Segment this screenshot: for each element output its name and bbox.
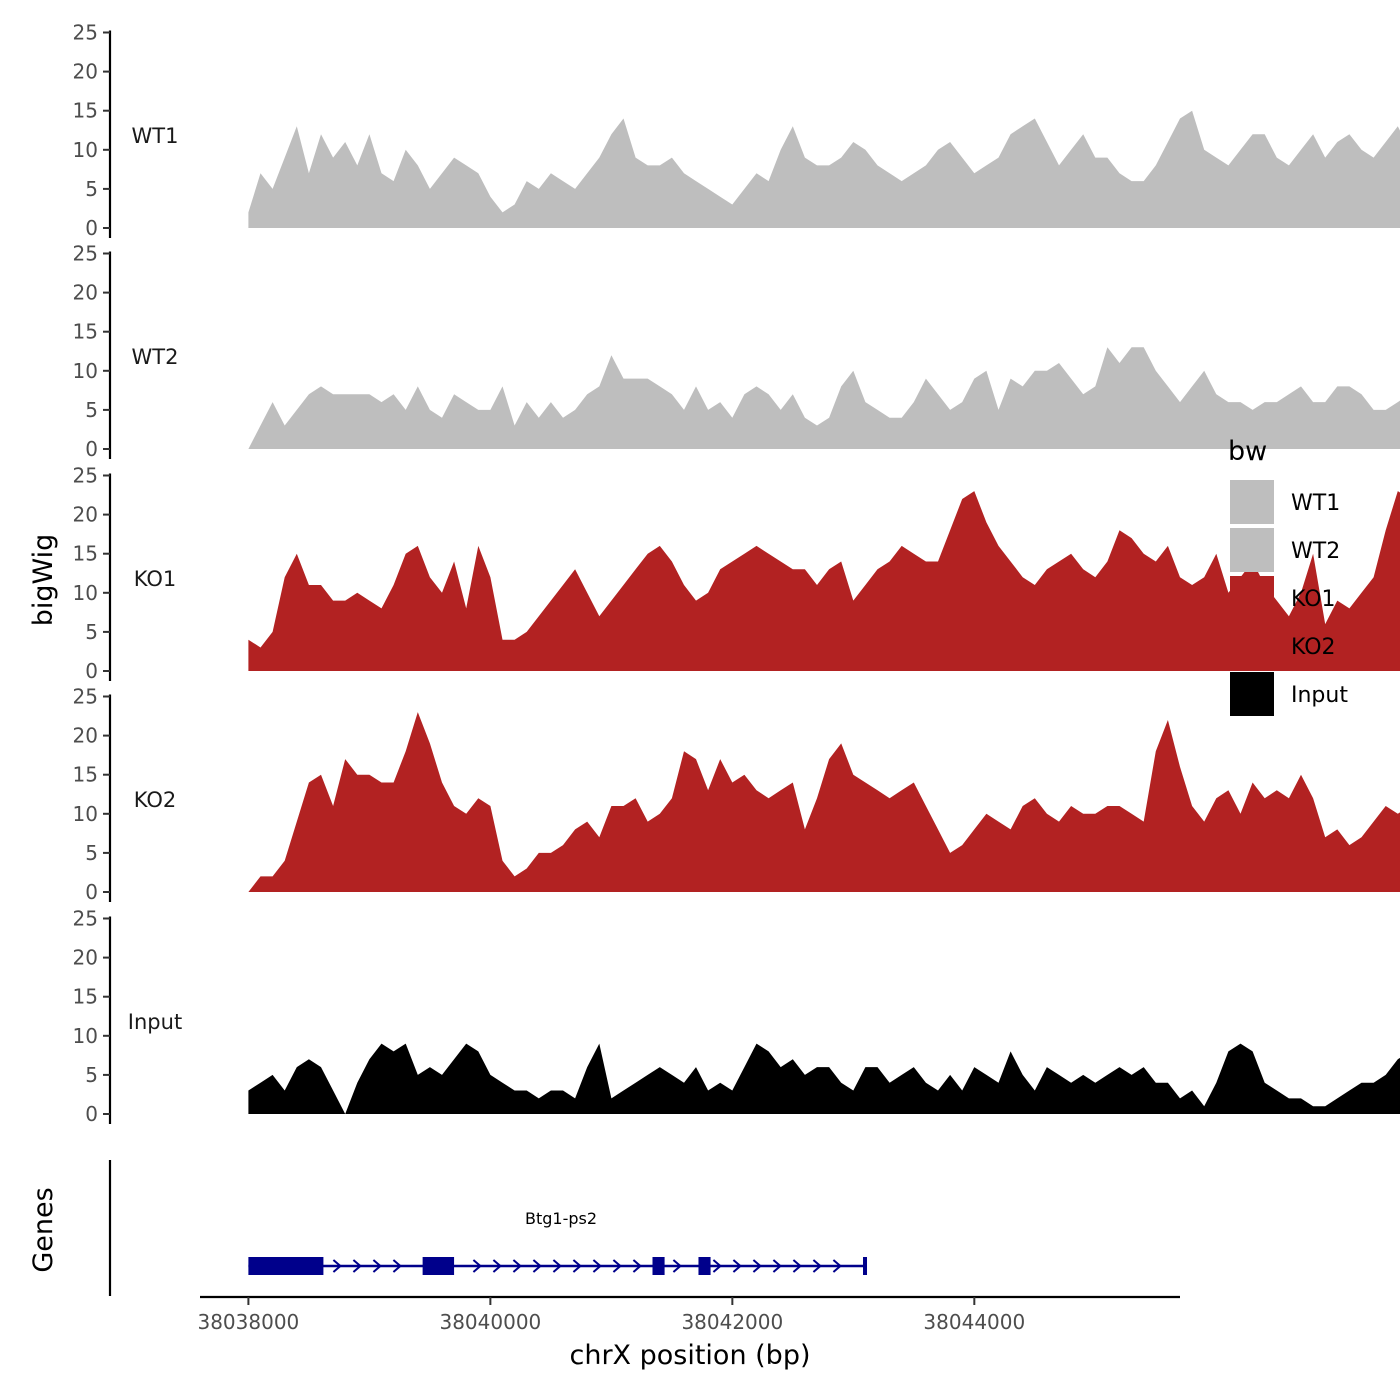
y-tick-label: 0 xyxy=(85,437,98,461)
strand-arrow xyxy=(792,1259,802,1273)
y-tick-label: 15 xyxy=(73,763,98,787)
strand-arrow xyxy=(632,1259,642,1273)
x-tick-label: 38042000 xyxy=(681,1310,783,1334)
track-label: KO2 xyxy=(134,788,177,812)
strand-arrow xyxy=(492,1259,502,1273)
y-tick-label: 25 xyxy=(73,464,98,488)
strand-arrow xyxy=(552,1259,562,1273)
strand-arrow xyxy=(572,1259,582,1273)
legend-swatch-wt1 xyxy=(1230,480,1274,524)
strand-arrow xyxy=(472,1259,482,1273)
y-tick-label: 5 xyxy=(85,398,98,422)
genes-axis-title: Genes xyxy=(28,1187,59,1272)
y-tick-label: 20 xyxy=(73,60,98,84)
track-label: WT2 xyxy=(132,345,179,369)
y-tick-label: 25 xyxy=(73,907,98,931)
legend-swatch-wt2 xyxy=(1230,528,1274,572)
y-tick-label: 10 xyxy=(73,1024,98,1048)
strand-arrow xyxy=(332,1259,342,1273)
legend-title: bw xyxy=(1228,436,1267,467)
strand-arrow xyxy=(512,1259,522,1273)
legend-label-input: Input xyxy=(1291,683,1348,708)
track-input: 0 5 10 15 20 25 Input xyxy=(73,907,1400,1126)
track-ko2: 0 5 10 15 20 25 KO2 xyxy=(73,685,1400,904)
y-tick-label: 15 xyxy=(73,542,98,566)
y-tick-label: 5 xyxy=(85,620,98,644)
track-label: WT1 xyxy=(132,124,179,148)
y-tick-label: 25 xyxy=(73,685,98,709)
signal-tracks: 0510152025WT10510152025WT20510152025KO10… xyxy=(73,21,1400,1126)
track-ko1: 0 5 10 15 20 25 KO1 xyxy=(73,464,1400,683)
legend-label-ko1: KO1 xyxy=(1291,587,1336,612)
y-tick-label: 20 xyxy=(73,281,98,305)
legend-swatch-ko1 xyxy=(1230,576,1274,620)
gene-exon xyxy=(863,1257,868,1275)
x-tick-label: 38040000 xyxy=(439,1310,541,1334)
y-tick-label: 0 xyxy=(85,216,98,240)
y-tick-label: 5 xyxy=(85,841,98,865)
y-tick-label: 15 xyxy=(73,985,98,1009)
strand-arrow xyxy=(372,1259,382,1273)
strand-arrow xyxy=(672,1259,682,1273)
strand-arrow xyxy=(812,1259,822,1273)
area-wt2 xyxy=(248,347,1400,449)
x-axis: 38038000 38040000 38042000 38044000 xyxy=(197,1295,1180,1334)
legend-label-ko2: KO2 xyxy=(1291,635,1336,660)
y-tick-label: 20 xyxy=(73,724,98,748)
legend-swatch-input xyxy=(1230,672,1274,716)
y-tick-label: 10 xyxy=(73,581,98,605)
y-tick-label: 0 xyxy=(85,1102,98,1126)
y-axis-title: bigWig xyxy=(28,534,59,627)
area-wt1 xyxy=(248,110,1400,228)
gene-exon xyxy=(248,1257,324,1275)
y-tick-label: 20 xyxy=(73,946,98,970)
y-tick-label: 10 xyxy=(73,359,98,383)
strand-arrow xyxy=(832,1259,842,1273)
x-tick-label: 38044000 xyxy=(923,1310,1025,1334)
x-axis-title: chrX position (bp) xyxy=(569,1340,810,1371)
track-wt2: 0 5 10 15 20 25 WT2 xyxy=(73,242,1400,461)
strand-arrow xyxy=(772,1259,782,1273)
y-tick-label: 20 xyxy=(73,503,98,527)
y-tick-label: 0 xyxy=(85,880,98,904)
strand-arrow xyxy=(712,1259,722,1273)
legend-swatch-ko2 xyxy=(1230,624,1274,668)
legend-label-wt2: WT2 xyxy=(1291,539,1340,564)
strand-arrow xyxy=(592,1259,602,1273)
y-tick-label: 10 xyxy=(73,802,98,826)
track-label: Input xyxy=(128,1010,182,1034)
gene-name-label: Btg1-ps2 xyxy=(525,1209,597,1228)
x-tick-label: 38038000 xyxy=(197,1310,299,1334)
y-tick-label: 10 xyxy=(73,138,98,162)
y-tick-label: 0 xyxy=(85,659,98,683)
area-ko2 xyxy=(248,712,1400,892)
strand-arrow xyxy=(532,1259,542,1273)
strand-arrow xyxy=(612,1259,622,1273)
y-tick-label: 25 xyxy=(73,242,98,266)
y-tick-label: 15 xyxy=(73,99,98,123)
legend: bw WT1 WT2 KO1 KO2 Input xyxy=(1228,436,1348,716)
gene-exon xyxy=(422,1257,455,1275)
gene-exon xyxy=(652,1257,665,1275)
strand-arrow xyxy=(392,1259,402,1273)
strand-arrow xyxy=(732,1259,742,1273)
gene-exon xyxy=(698,1257,711,1275)
legend-label-wt1: WT1 xyxy=(1291,491,1340,516)
area-input xyxy=(248,1043,1400,1114)
track-wt1: 0 5 10 15 20 25 WT1 xyxy=(73,21,1400,240)
area-ko1 xyxy=(248,491,1400,671)
y-tick-label: 5 xyxy=(85,177,98,201)
y-tick-label: 15 xyxy=(73,320,98,344)
strand-arrow xyxy=(352,1259,362,1273)
y-tick-label: 5 xyxy=(85,1063,98,1087)
y-tick-label: 25 xyxy=(73,21,98,45)
strand-arrow xyxy=(752,1259,762,1273)
gene-panel: Btg1-ps2 xyxy=(108,1160,868,1296)
track-label: KO1 xyxy=(134,567,177,591)
